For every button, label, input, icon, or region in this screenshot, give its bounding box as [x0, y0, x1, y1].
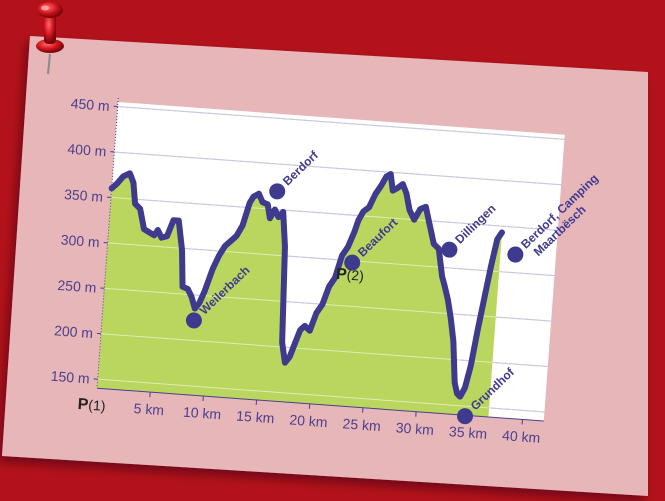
- gridline-overlay: [97, 378, 545, 413]
- y-tick-label: 400 m: [67, 141, 107, 160]
- y-tick-label: 150 m: [50, 368, 90, 387]
- parking-markers: P(1)P(2): [77, 266, 364, 415]
- poi-dot: [456, 408, 473, 425]
- gridline-overlay: [114, 151, 562, 186]
- poi-dot: [507, 246, 524, 263]
- y-tick-label: 350 m: [64, 186, 104, 205]
- y-tick-label: 200 m: [54, 322, 94, 341]
- x-tick-label: 40 km: [502, 427, 541, 446]
- y-tick-label: 300 m: [60, 231, 100, 250]
- poi-dot: [441, 241, 458, 258]
- gridline-overlay: [110, 196, 558, 231]
- y-tick-label: 450 m: [70, 95, 110, 114]
- gridline-overlay: [117, 106, 565, 140]
- x-tick-label: 10 km: [183, 404, 222, 423]
- x-axis-ticks: 5 km 10 km 15 km 20 km 25 km 30 km 35 km 40 km: [133, 392, 541, 446]
- elevation-chart: 150 m 200 m 250 m 300 m 350 m 400 m 450 m 5 km…: [50, 95, 601, 446]
- x-tick-label: 25 km: [342, 415, 381, 434]
- x-tick-label: 20 km: [289, 411, 328, 430]
- y-tick-label: 250 m: [57, 277, 97, 296]
- poi-dot: [269, 183, 286, 200]
- parking-marker: P(2): [335, 266, 364, 285]
- elevation-line: [108, 170, 505, 400]
- poi-dot: [185, 312, 202, 329]
- poi-dot: [344, 254, 361, 271]
- y-axis-line: [96, 97, 119, 389]
- parking-symbol: P: [77, 396, 89, 414]
- x-tick-label: 35 km: [448, 423, 487, 442]
- gridline-overlay: [104, 287, 552, 322]
- parking-number: (2): [346, 267, 364, 284]
- push-pin-icon: [36, 2, 64, 75]
- parking-marker: P(1): [77, 396, 106, 415]
- x-tick-label: 15 km: [236, 408, 275, 427]
- x-tick-label: 5 km: [133, 400, 164, 418]
- y-axis-ticks: 150 m 200 m 250 m 300 m 350 m 400 m 450 m: [50, 95, 118, 387]
- parking-number: (1): [88, 397, 106, 414]
- x-tick-label: 30 km: [395, 419, 434, 438]
- parking-symbol: P: [335, 266, 347, 284]
